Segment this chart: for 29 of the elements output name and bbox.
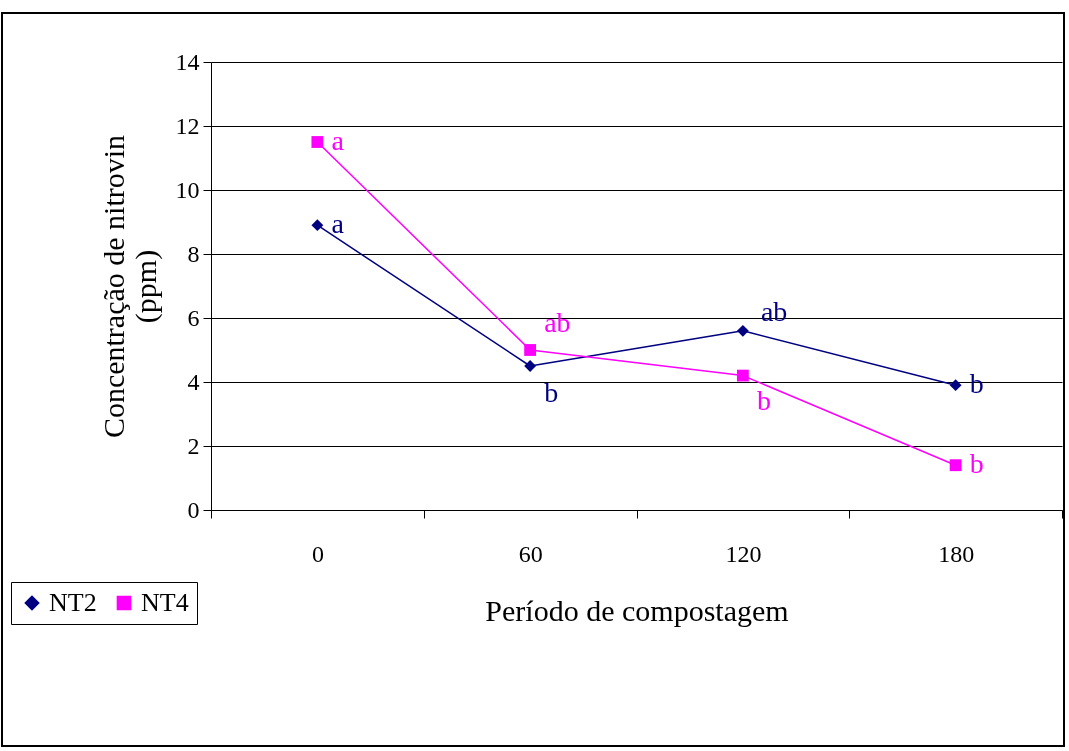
y-tick-label: 8 bbox=[187, 240, 200, 267]
data-label: b bbox=[969, 448, 984, 480]
y-tick-label: 0 bbox=[187, 496, 200, 523]
x-tick-label: 180 bbox=[938, 540, 975, 567]
point bbox=[949, 459, 962, 472]
point bbox=[524, 360, 537, 372]
point bbox=[311, 136, 324, 148]
point bbox=[736, 324, 749, 337]
y-tick-label: 14 bbox=[175, 48, 200, 75]
data-label: a bbox=[331, 208, 345, 240]
x-tick-label: 120 bbox=[725, 540, 762, 567]
data-label: b bbox=[544, 377, 559, 408]
y-tick-label: 10 bbox=[175, 176, 200, 203]
legend-label: NT4 bbox=[141, 588, 189, 617]
x-tick-label: 60 bbox=[518, 540, 543, 567]
y-axis-title: Concentração de nitrovin (ppm) bbox=[96, 134, 163, 439]
y-tick-label: 2 bbox=[187, 432, 200, 459]
data-label: a bbox=[331, 125, 345, 156]
y-tick-label: 12 bbox=[175, 112, 200, 139]
x-axis-title: Período de compostagem bbox=[485, 593, 789, 627]
point bbox=[949, 379, 962, 392]
y-tick-label: 4 bbox=[187, 368, 200, 395]
point bbox=[736, 369, 749, 382]
legend-label: NT2 bbox=[49, 588, 97, 617]
point bbox=[524, 344, 537, 356]
data-label: b bbox=[756, 384, 771, 416]
point bbox=[311, 219, 324, 232]
x-tick-label: 0 bbox=[311, 540, 324, 567]
y-tick-label: 6 bbox=[187, 304, 200, 331]
